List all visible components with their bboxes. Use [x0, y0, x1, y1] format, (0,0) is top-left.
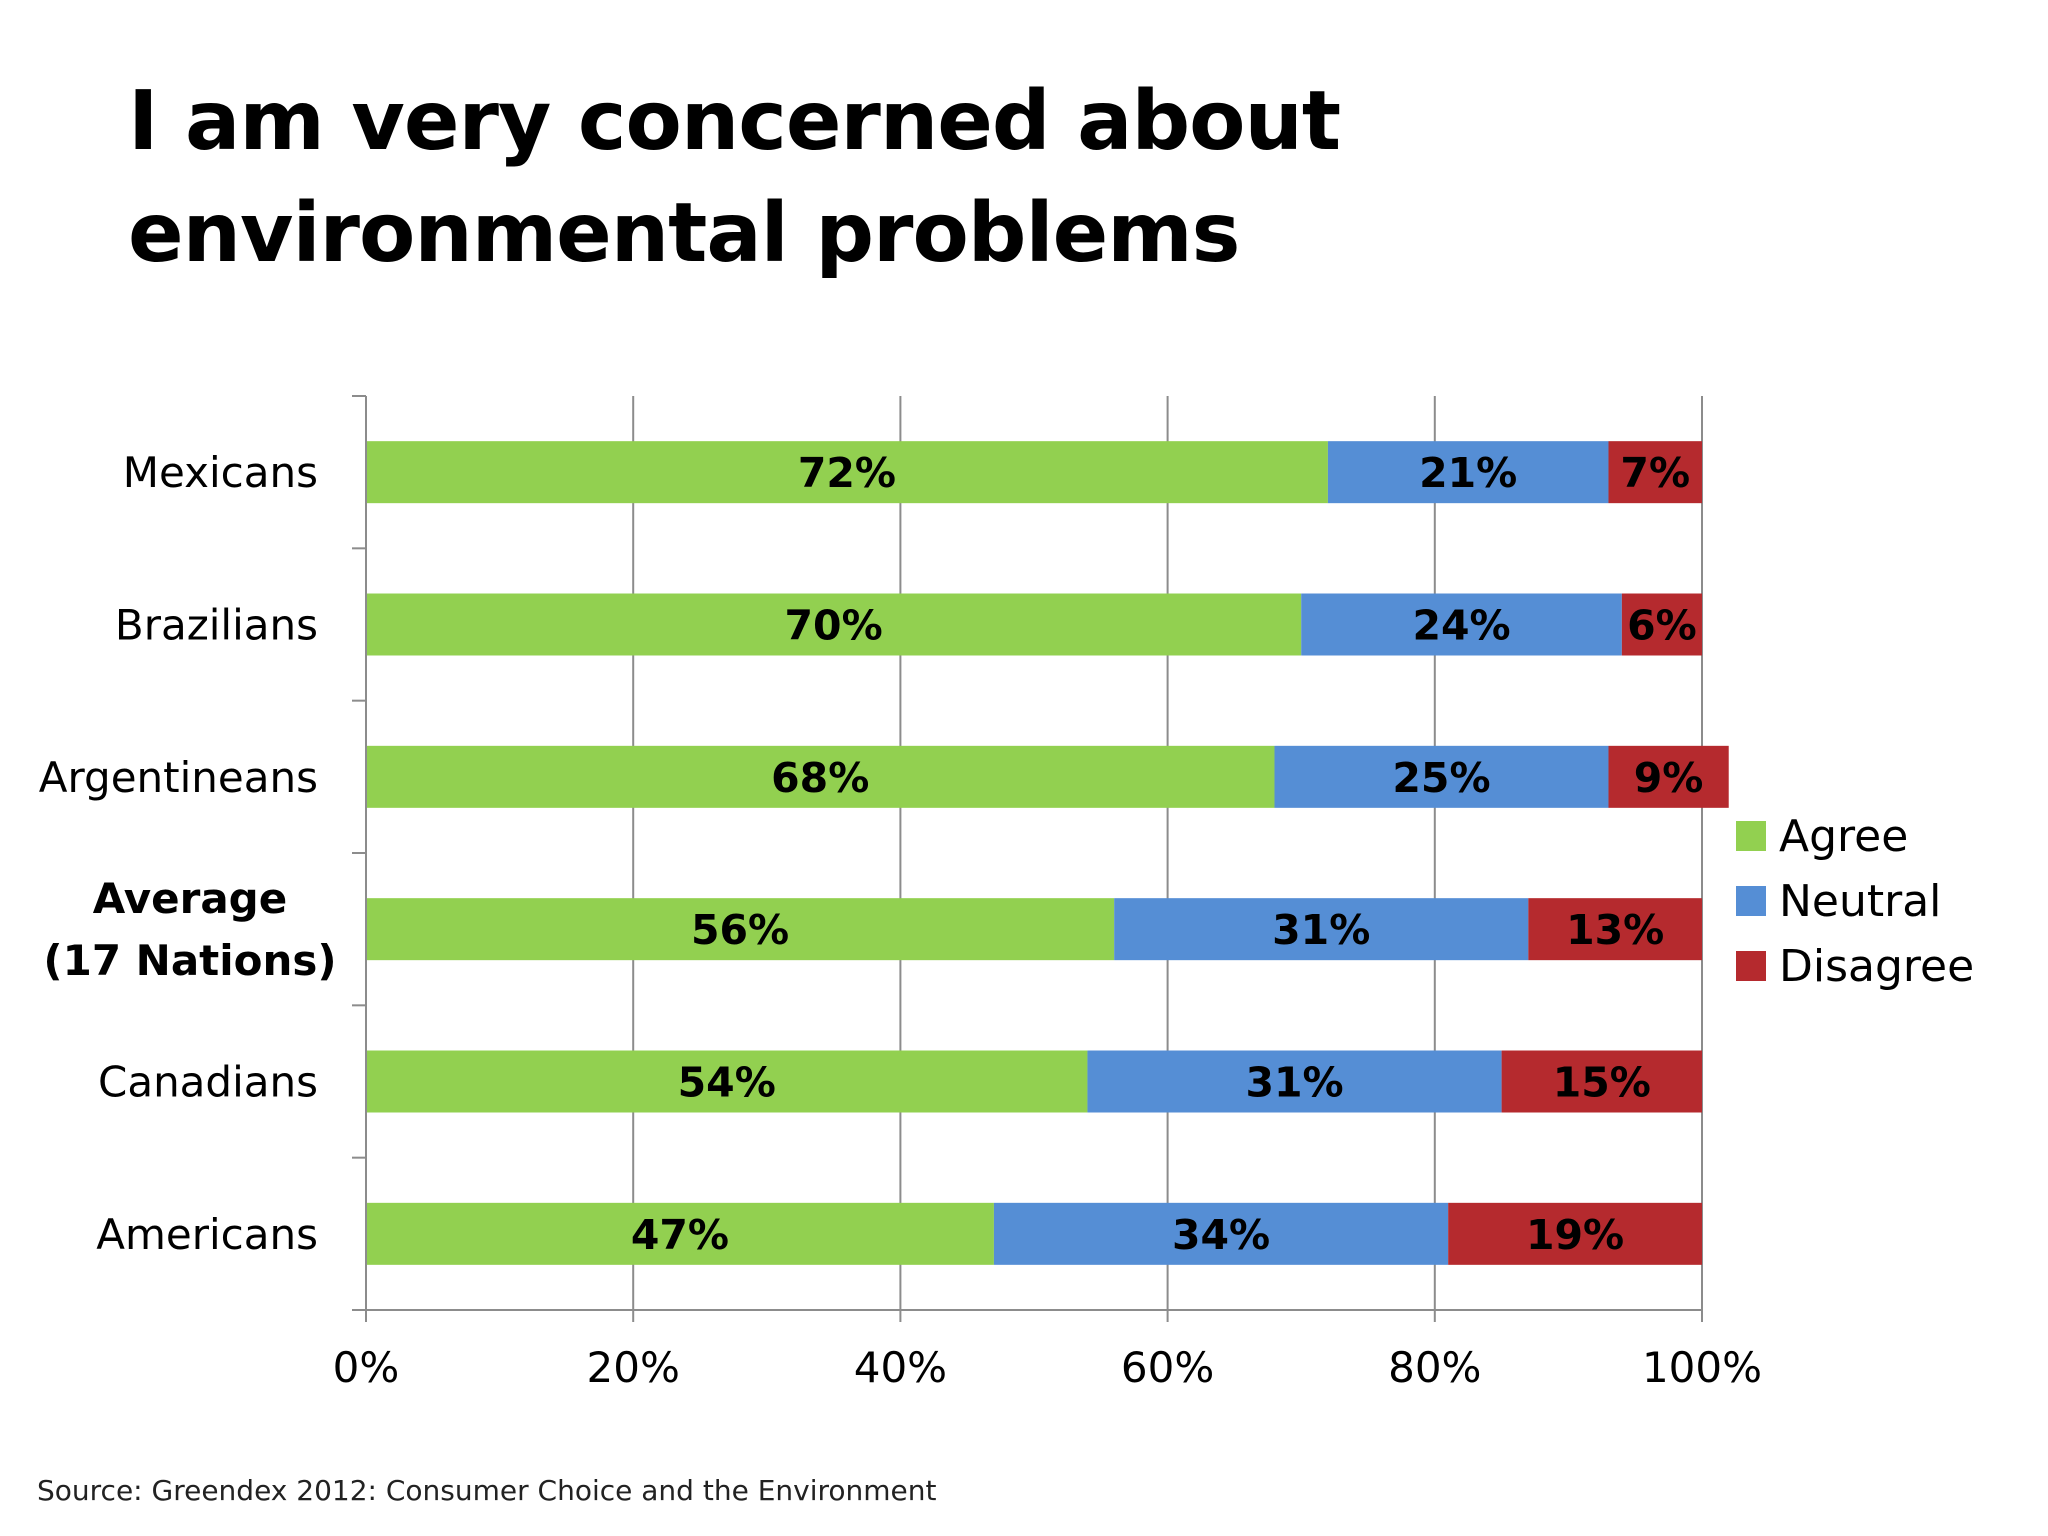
bar-disagree-americans: [1448, 1202, 1702, 1265]
bar-neutral-mexicans: [1327, 441, 1609, 504]
x-tick-label-40: 40%: [854, 1343, 947, 1392]
legend-label-agree: Agree: [1779, 811, 1908, 862]
data-label-disagree-mexicans: 7%: [1620, 449, 1690, 497]
category-label-argentineans: Argentineans: [39, 753, 318, 802]
data-label-disagree-canadians: 15%: [1553, 1059, 1651, 1107]
bar-disagree-argentineans: [1608, 745, 1729, 808]
legend: Agree Neutral Disagree: [1736, 811, 1974, 992]
bar-agree-brazilians: [366, 593, 1302, 656]
legend-swatch-disagree: [1736, 951, 1766, 981]
data-label-agree-canadians: 54%: [678, 1059, 776, 1107]
plot-area: [366, 396, 1702, 1310]
x-tick-label-20: 20%: [587, 1343, 680, 1392]
legend-swatch-neutral: [1736, 886, 1766, 916]
bar-neutral-argentineans: [1274, 745, 1609, 808]
axes: [352, 395, 1703, 1322]
category-labels: Mexicans Brazilians Argentineans Average (17…: [39, 448, 337, 1259]
data-label-neutral-average-17-nations: 31%: [1272, 906, 1370, 954]
bar-disagree-mexicans: [1608, 441, 1702, 504]
data-label-neutral-mexicans: 21%: [1419, 449, 1517, 497]
bar-neutral-brazilians: [1301, 593, 1622, 656]
data-label-agree-average-17-nations: 56%: [691, 906, 789, 954]
data-label-disagree-average-17-nations: 13%: [1566, 906, 1664, 954]
bars: 72% 21% 7% 70% 24% 6% 68% 25% 9% 56% 31% 13% 54% 31% 1…: [366, 441, 1729, 1265]
legend-label-disagree: Disagree: [1779, 941, 1974, 992]
bar-disagree-canadians: [1501, 1050, 1702, 1113]
bar-agree-americans: [366, 1202, 994, 1265]
bar-neutral-average-17-nations: [1114, 898, 1529, 961]
data-label-disagree-brazilians: 6%: [1627, 602, 1697, 650]
x-tick-labels: 0% 20% 40% 60% 80% 100%: [333, 1343, 1762, 1392]
x-tick-label-60: 60%: [1121, 1343, 1214, 1392]
data-label-disagree-americans: 19%: [1526, 1211, 1624, 1259]
bar-neutral-canadians: [1087, 1050, 1502, 1113]
bar-disagree-brazilians: [1621, 593, 1702, 656]
legend-swatch-agree: [1736, 821, 1766, 851]
x-tick-label-80: 80%: [1388, 1343, 1481, 1392]
category-label-brazilians: Brazilians: [115, 601, 318, 650]
data-label-disagree-argentineans: 9%: [1634, 754, 1704, 802]
data-label-neutral-canadians: 31%: [1245, 1059, 1343, 1107]
category-label-line: Average: [93, 874, 287, 923]
data-label-agree-americans: 47%: [631, 1211, 729, 1259]
data-label-neutral-americans: 34%: [1172, 1211, 1270, 1259]
category-label-canadians: Canadians: [98, 1058, 318, 1107]
bar-agree-mexicans: [366, 441, 1328, 504]
category-label-americans: Americans: [96, 1210, 318, 1259]
x-tick-label-100: 100%: [1642, 1343, 1762, 1392]
bar-agree-canadians: [366, 1050, 1088, 1113]
category-label-mexicans: Mexicans: [123, 448, 318, 497]
bar-neutral-americans: [993, 1202, 1449, 1265]
bar-agree-average-17-nations: [366, 898, 1115, 961]
gridlines: [632, 396, 1703, 1310]
source-note: Source: Greendex 2012: Consumer Choice a…: [37, 1474, 937, 1507]
bar-agree-argentineans: [366, 745, 1275, 808]
data-label-neutral-brazilians: 24%: [1412, 602, 1510, 650]
legend-label-neutral: Neutral: [1779, 876, 1941, 927]
category-label-line: (17 Nations): [43, 936, 336, 985]
data-label-neutral-argentineans: 25%: [1392, 754, 1490, 802]
data-label-agree-argentineans: 68%: [771, 754, 869, 802]
data-label-agree-brazilians: 70%: [785, 602, 883, 650]
x-tick-label-0: 0%: [333, 1343, 400, 1392]
data-label-agree-mexicans: 72%: [798, 449, 896, 497]
chart-title: I am very concerned about environmental …: [128, 74, 1341, 281]
category-label-average-17-nations: Average (17 Nations): [43, 874, 336, 985]
bar-disagree-average-17-nations: [1528, 898, 1702, 961]
